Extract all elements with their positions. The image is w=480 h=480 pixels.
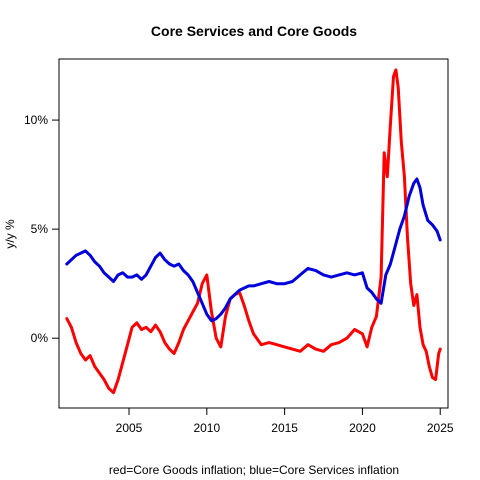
x-axis-label: red=Core Goods inflation; blue=Core Serv… — [109, 463, 399, 477]
series-line-1 — [65, 177, 442, 323]
series-line-0 — [65, 68, 442, 395]
plot-area — [65, 68, 442, 395]
x-axis: 2005 2010 2015 2020 2025 — [116, 407, 454, 435]
chart-title: Core Services and Core Goods — [151, 23, 357, 39]
x-tick-label: 2025 — [427, 421, 454, 435]
y-axis-label: y/y % — [3, 219, 17, 249]
plot-frame — [58, 58, 449, 409]
x-tick-label: 2015 — [271, 421, 298, 435]
y-tick-label: 0% — [31, 331, 49, 345]
x-tick-label: 2005 — [116, 421, 143, 435]
x-tick-label: 2020 — [349, 421, 376, 435]
y-tick-label: 10% — [24, 113, 48, 127]
y-tick-label: 5% — [31, 222, 49, 236]
x-tick-label: 2010 — [193, 421, 220, 435]
y-axis: 0% 5% 10% — [24, 113, 60, 345]
